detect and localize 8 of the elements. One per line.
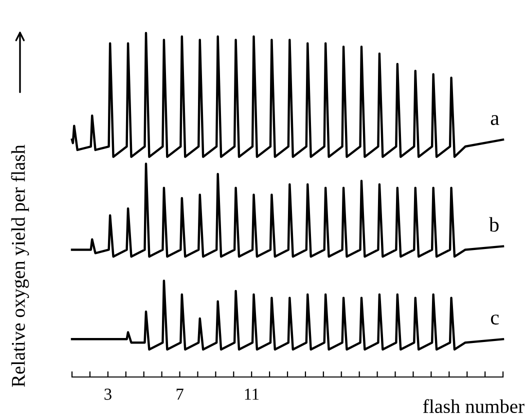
series-label: b xyxy=(488,217,499,232)
x-tick-label: 3 xyxy=(104,388,112,400)
y-axis-title: Relative oxygen yield per flash xyxy=(11,144,29,387)
x-axis-title: flash number xyxy=(423,399,524,414)
series-label: c xyxy=(490,314,499,325)
x-tick-label: 11 xyxy=(245,388,259,400)
x-tick-label: 7 xyxy=(176,388,184,400)
series-label: a xyxy=(490,115,500,126)
